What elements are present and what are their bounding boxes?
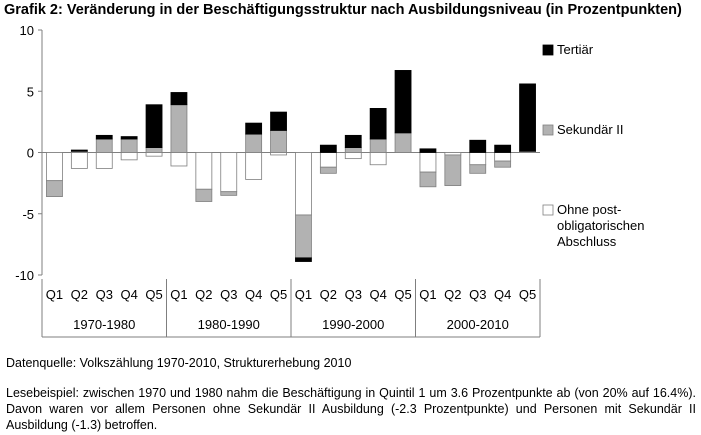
bar-segment-tertiaer	[295, 257, 312, 262]
category-label: Q2	[195, 287, 212, 302]
category-label: Q3	[220, 287, 237, 302]
y-tick-label: 10	[20, 23, 34, 38]
bar-segment-tertiaer	[95, 134, 113, 140]
bar-segment-ohne	[120, 152, 138, 161]
bar-segment-sekundaer	[319, 166, 337, 174]
bar-segment-ohne	[220, 152, 238, 193]
bar-segment-tertiaer	[419, 148, 437, 153]
bar-segment-tertiaer	[494, 144, 512, 153]
category-label: Q5	[394, 287, 411, 302]
category-label: Q4	[494, 287, 511, 302]
legend-swatch-ohne	[542, 204, 554, 216]
bar-segment-ohne	[95, 152, 113, 169]
legend-label-ohne: Abschluss	[557, 234, 617, 249]
category-label: Q4	[120, 287, 137, 302]
category-label: Q1	[46, 287, 63, 302]
category-label: Q4	[245, 287, 262, 302]
bar-segment-sekundaer	[195, 188, 213, 202]
legend-swatch-sekundaer	[542, 124, 554, 136]
category-label: Q5	[519, 287, 536, 302]
bar-segment-sekundaer	[220, 191, 238, 196]
bar-segment-tertiaer	[145, 104, 163, 148]
category-label: Q2	[71, 287, 88, 302]
bar-segment-sekundaer	[344, 147, 362, 153]
category-label: Q4	[369, 287, 386, 302]
bar-segment-tertiaer	[170, 92, 188, 106]
category-label: Q5	[270, 287, 287, 302]
group-label: 1990-2000	[322, 317, 384, 332]
bar-segment-sekundaer	[170, 104, 188, 153]
legend-label-ohne: obligatorischen	[557, 218, 644, 233]
bar-segment-tertiaer	[344, 134, 362, 149]
bar-segment-sekundaer	[394, 132, 412, 153]
y-tick-label: -10	[15, 268, 34, 283]
category-label: Q5	[145, 287, 162, 302]
bar-segment-sekundaer	[295, 214, 312, 259]
category-label: Q1	[419, 287, 436, 302]
bar-segment-tertiaer	[519, 83, 536, 152]
category-label: Q3	[96, 287, 113, 302]
bar-segment-sekundaer	[120, 138, 138, 153]
bar-segment-tertiaer	[319, 144, 337, 153]
bar-segment-sekundaer	[444, 154, 462, 186]
bar-segment-tertiaer	[394, 70, 412, 134]
legend-label-tertiaer: Tertiär	[557, 42, 594, 57]
legend-label-ohne: Ohne post-	[557, 202, 621, 217]
category-label: Q2	[320, 287, 337, 302]
bar-segment-ohne	[419, 152, 437, 173]
bar-segment-ohne	[170, 152, 188, 167]
legend-label-sekundaer: Sekundär II	[557, 122, 624, 137]
bar-segment-ohne	[494, 152, 512, 162]
y-tick-label: 0	[27, 146, 34, 161]
category-label: Q3	[345, 287, 362, 302]
bar-segment-ohne	[295, 152, 312, 216]
bar-segment-sekundaer	[469, 164, 487, 174]
stacked-bar-chart: 10 5 0 -5 -10 Q1 Q2 Q3 Q4 Q5 1970-1980 Q1 Q2 Q3 Q4 Q5 19…	[15, 23, 644, 338]
bar-segment-tertiaer	[70, 149, 88, 152]
data-source-note: Datenquelle: Volkszählung 1970-2010, Str…	[6, 356, 352, 370]
bar-segment-tertiaer	[469, 139, 487, 153]
bar-segment-sekundaer	[419, 171, 437, 188]
bar-segment-tertiaer	[369, 108, 387, 140]
bar-segment-sekundaer	[270, 130, 287, 153]
bar-segment-ohne	[469, 152, 487, 166]
group-label: 1980-1990	[198, 317, 260, 332]
bar-segment-tertiaer	[245, 122, 263, 135]
bar-segment-sekundaer	[46, 180, 63, 198]
bar-segment-ohne	[369, 152, 387, 166]
y-tick-label: 5	[27, 84, 34, 99]
bar-segment-ohne	[70, 152, 88, 169]
group-label: 1970-1980	[73, 317, 135, 332]
category-label: Q2	[444, 287, 461, 302]
bar-segment-ohne	[195, 152, 213, 190]
legend-swatch-tertiaer	[542, 44, 554, 56]
y-tick-label: -5	[22, 207, 34, 222]
bar-segment-tertiaer	[270, 111, 287, 131]
bar-segment-ohne	[145, 152, 163, 157]
bar-segment-ohne	[245, 152, 263, 180]
bar-segment-sekundaer	[494, 160, 512, 168]
category-label: Q1	[170, 287, 187, 302]
bar-segment-sekundaer	[95, 138, 113, 153]
reading-example-note: Lesebeispiel: zwischen 1970 und 1980 nah…	[6, 386, 696, 432]
bar-segment-sekundaer	[245, 133, 263, 153]
category-label: Q3	[469, 287, 486, 302]
bar-segment-sekundaer	[145, 147, 163, 153]
bar-segment-ohne	[319, 152, 337, 168]
bar-segment-ohne	[46, 152, 63, 182]
bar-segment-tertiaer	[120, 136, 138, 140]
chart-title: Grafik 2: Veränderung in der Beschäftigu…	[4, 2, 682, 18]
bar-segment-sekundaer	[369, 138, 387, 153]
category-label: Q1	[295, 287, 312, 302]
group-label: 2000-2010	[447, 317, 509, 332]
bar-segment-ohne	[344, 152, 362, 160]
